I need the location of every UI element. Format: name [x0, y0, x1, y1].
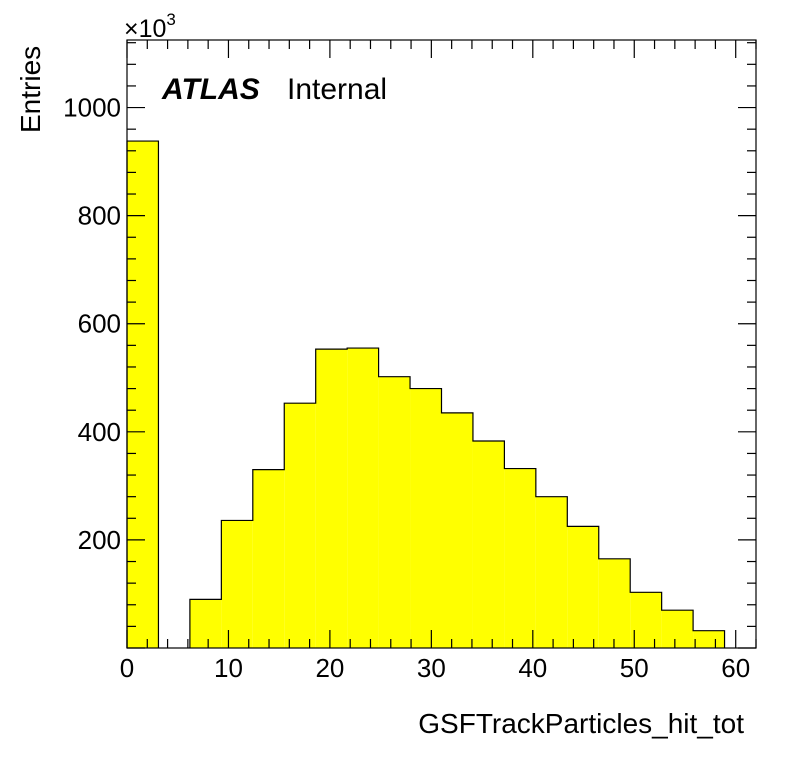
- x-tick-label: 20: [315, 653, 344, 683]
- histogram-bar: [127, 141, 159, 648]
- histogram-bar: [221, 520, 253, 648]
- y-multiplier-exponent: 3: [166, 10, 175, 29]
- x-tick-label: 50: [620, 653, 649, 683]
- histogram-bar: [189, 599, 222, 648]
- histogram-bar: [661, 610, 694, 648]
- y-tick-label: 200: [78, 525, 121, 555]
- x-tick-label: 0: [120, 653, 134, 683]
- x-tick-labels: 0 10 20 30 40 50 60: [120, 653, 750, 683]
- y-axis-label: Entries: [15, 46, 46, 133]
- y-tick-label: 1000: [63, 93, 121, 123]
- atlas-sublabel: Internal: [287, 73, 387, 106]
- histogram-bar: [598, 558, 631, 648]
- histogram-bars: [127, 141, 725, 648]
- histogram-bar: [410, 388, 442, 648]
- histogram-bar: [504, 468, 536, 648]
- histogram-bar: [693, 630, 725, 648]
- y-tick-label: 800: [78, 201, 121, 231]
- x-tick-label: 60: [721, 653, 750, 683]
- axis-ticks: [126, 40, 757, 649]
- histogram-bar: [284, 403, 316, 648]
- x-tick-label: 10: [214, 653, 243, 683]
- histogram-bar: [535, 496, 568, 648]
- histogram-bar: [252, 469, 285, 648]
- x-tick-label: 40: [518, 653, 547, 683]
- atlas-label: ATLAS: [161, 73, 260, 106]
- histogram-bar: [630, 592, 662, 648]
- histogram-bar: [378, 376, 411, 648]
- plot-frame: [126, 39, 757, 649]
- y-tick-labels: 200 400 600 800 1000: [63, 93, 121, 555]
- histogram-bar: [441, 412, 473, 648]
- y-tick-label: 400: [78, 417, 121, 447]
- histogram-bar: [472, 441, 505, 648]
- y-multiplier-base: ×10: [124, 15, 166, 43]
- y-tick-label: 600: [78, 309, 121, 339]
- x-tick-label: 30: [417, 653, 446, 683]
- histogram-bar: [347, 348, 379, 648]
- x-axis-label: GSFTrackParticles_hit_tot: [418, 708, 744, 739]
- y-multiplier-label: ×103: [124, 10, 176, 43]
- histogram-bar: [567, 526, 599, 648]
- histogram-bar: [315, 349, 348, 648]
